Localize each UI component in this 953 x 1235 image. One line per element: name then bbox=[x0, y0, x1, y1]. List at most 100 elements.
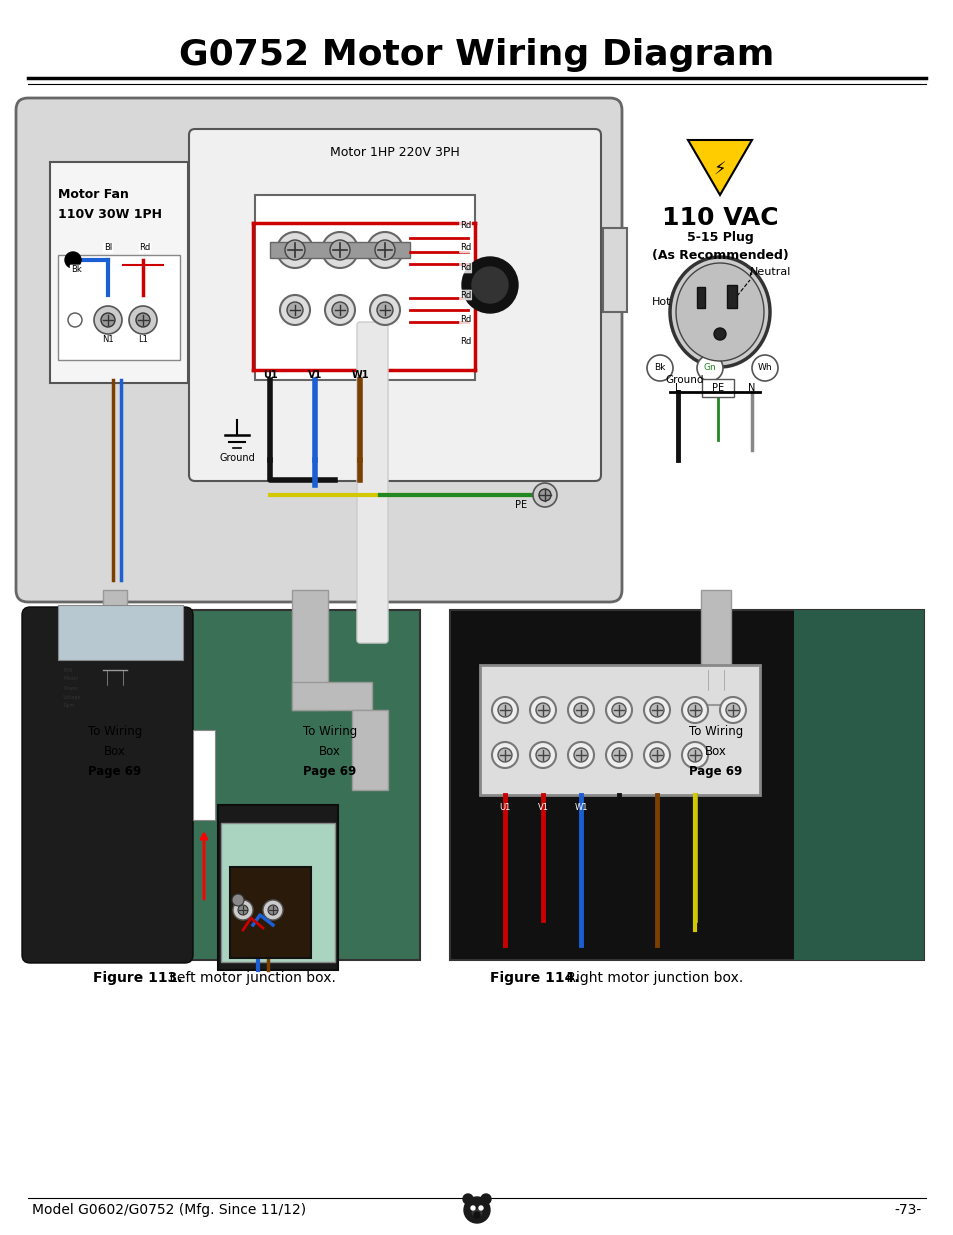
Text: Left motor junction box.: Left motor junction box. bbox=[165, 971, 335, 986]
Text: 110V 30W 1PH: 110V 30W 1PH bbox=[58, 209, 162, 221]
Circle shape bbox=[649, 748, 663, 762]
Text: U1: U1 bbox=[262, 370, 277, 380]
Bar bbox=[58, 254, 180, 359]
FancyBboxPatch shape bbox=[602, 228, 626, 312]
Text: W1: W1 bbox=[351, 370, 369, 380]
Text: Hot: Hot bbox=[651, 296, 671, 308]
Circle shape bbox=[533, 483, 557, 508]
Text: Box: Box bbox=[704, 745, 726, 758]
Circle shape bbox=[643, 742, 669, 768]
Circle shape bbox=[751, 354, 778, 382]
Text: Bk: Bk bbox=[654, 363, 665, 373]
Circle shape bbox=[605, 697, 631, 722]
Circle shape bbox=[538, 489, 551, 501]
Circle shape bbox=[471, 1207, 475, 1210]
Circle shape bbox=[480, 1194, 491, 1204]
Circle shape bbox=[536, 748, 550, 762]
Text: Neutral: Neutral bbox=[749, 267, 791, 277]
Circle shape bbox=[536, 703, 550, 718]
Circle shape bbox=[129, 306, 157, 333]
Text: Page 69: Page 69 bbox=[303, 764, 356, 778]
Text: V1: V1 bbox=[308, 370, 322, 380]
Circle shape bbox=[101, 312, 115, 327]
Text: Page 69: Page 69 bbox=[689, 764, 741, 778]
Text: Rpm: Rpm bbox=[63, 704, 74, 709]
Text: PE: PE bbox=[515, 500, 526, 510]
Circle shape bbox=[687, 703, 701, 718]
Text: L1: L1 bbox=[138, 336, 148, 345]
Bar bbox=[270, 242, 410, 258]
Text: Power: Power bbox=[63, 685, 78, 690]
Text: Rd: Rd bbox=[459, 290, 471, 300]
Text: Bl: Bl bbox=[104, 243, 112, 252]
Circle shape bbox=[612, 748, 625, 762]
Bar bbox=[450, 610, 923, 960]
Text: Wh: Wh bbox=[757, 363, 772, 373]
FancyBboxPatch shape bbox=[356, 322, 388, 643]
Circle shape bbox=[233, 900, 253, 920]
Text: N: N bbox=[747, 383, 755, 393]
Ellipse shape bbox=[676, 263, 763, 361]
FancyBboxPatch shape bbox=[697, 287, 705, 308]
Circle shape bbox=[472, 267, 507, 303]
Circle shape bbox=[237, 905, 248, 915]
FancyBboxPatch shape bbox=[22, 606, 193, 963]
Circle shape bbox=[646, 354, 672, 382]
Bar bbox=[352, 710, 388, 790]
Bar bbox=[700, 590, 730, 671]
Circle shape bbox=[492, 742, 517, 768]
Circle shape bbox=[530, 697, 556, 722]
Text: Figure 113.: Figure 113. bbox=[92, 971, 182, 986]
Text: Gn: Gn bbox=[703, 363, 716, 373]
FancyBboxPatch shape bbox=[189, 128, 600, 480]
Ellipse shape bbox=[471, 1209, 482, 1216]
Circle shape bbox=[478, 1207, 482, 1210]
Text: Rd: Rd bbox=[459, 263, 471, 273]
Circle shape bbox=[649, 703, 663, 718]
Text: To Wiring: To Wiring bbox=[88, 725, 142, 739]
Ellipse shape bbox=[669, 257, 769, 367]
Bar bbox=[218, 805, 337, 969]
Text: (As Recommended): (As Recommended) bbox=[651, 248, 787, 262]
Circle shape bbox=[681, 742, 707, 768]
Text: Rd: Rd bbox=[459, 243, 471, 252]
Bar bbox=[58, 605, 183, 659]
Text: L: L bbox=[675, 383, 680, 393]
Text: V1: V1 bbox=[537, 803, 548, 811]
Circle shape bbox=[280, 295, 310, 325]
Circle shape bbox=[462, 1194, 473, 1204]
FancyBboxPatch shape bbox=[50, 162, 188, 383]
Bar bbox=[479, 664, 760, 795]
Circle shape bbox=[720, 697, 745, 722]
Circle shape bbox=[285, 240, 305, 261]
Circle shape bbox=[605, 742, 631, 768]
Circle shape bbox=[713, 329, 725, 340]
Polygon shape bbox=[687, 140, 751, 195]
Bar bbox=[28, 610, 419, 960]
Bar bbox=[793, 610, 923, 960]
Text: Ground: Ground bbox=[665, 375, 703, 385]
Circle shape bbox=[332, 303, 348, 317]
Text: To Wiring: To Wiring bbox=[688, 725, 742, 739]
Circle shape bbox=[136, 312, 150, 327]
Text: -73-: -73- bbox=[894, 1203, 921, 1216]
Text: Motor Fan: Motor Fan bbox=[58, 189, 129, 201]
Text: Figure 114.: Figure 114. bbox=[490, 971, 579, 986]
Text: Box: Box bbox=[318, 745, 340, 758]
Circle shape bbox=[474, 1212, 479, 1218]
Circle shape bbox=[697, 354, 722, 382]
Circle shape bbox=[574, 748, 587, 762]
Text: Rd: Rd bbox=[459, 221, 471, 230]
Text: Rd: Rd bbox=[459, 337, 471, 347]
Circle shape bbox=[268, 905, 277, 915]
Text: G0752 Motor Wiring Diagram: G0752 Motor Wiring Diagram bbox=[179, 38, 774, 72]
Circle shape bbox=[322, 232, 357, 268]
Text: Voltage: Voltage bbox=[63, 694, 81, 699]
Circle shape bbox=[65, 252, 81, 268]
Text: Model: Model bbox=[63, 677, 77, 682]
Bar bbox=[193, 730, 214, 820]
Text: Rd: Rd bbox=[459, 315, 471, 325]
Text: Right motor junction box.: Right motor junction box. bbox=[561, 971, 742, 986]
Circle shape bbox=[574, 703, 587, 718]
Circle shape bbox=[287, 303, 303, 317]
